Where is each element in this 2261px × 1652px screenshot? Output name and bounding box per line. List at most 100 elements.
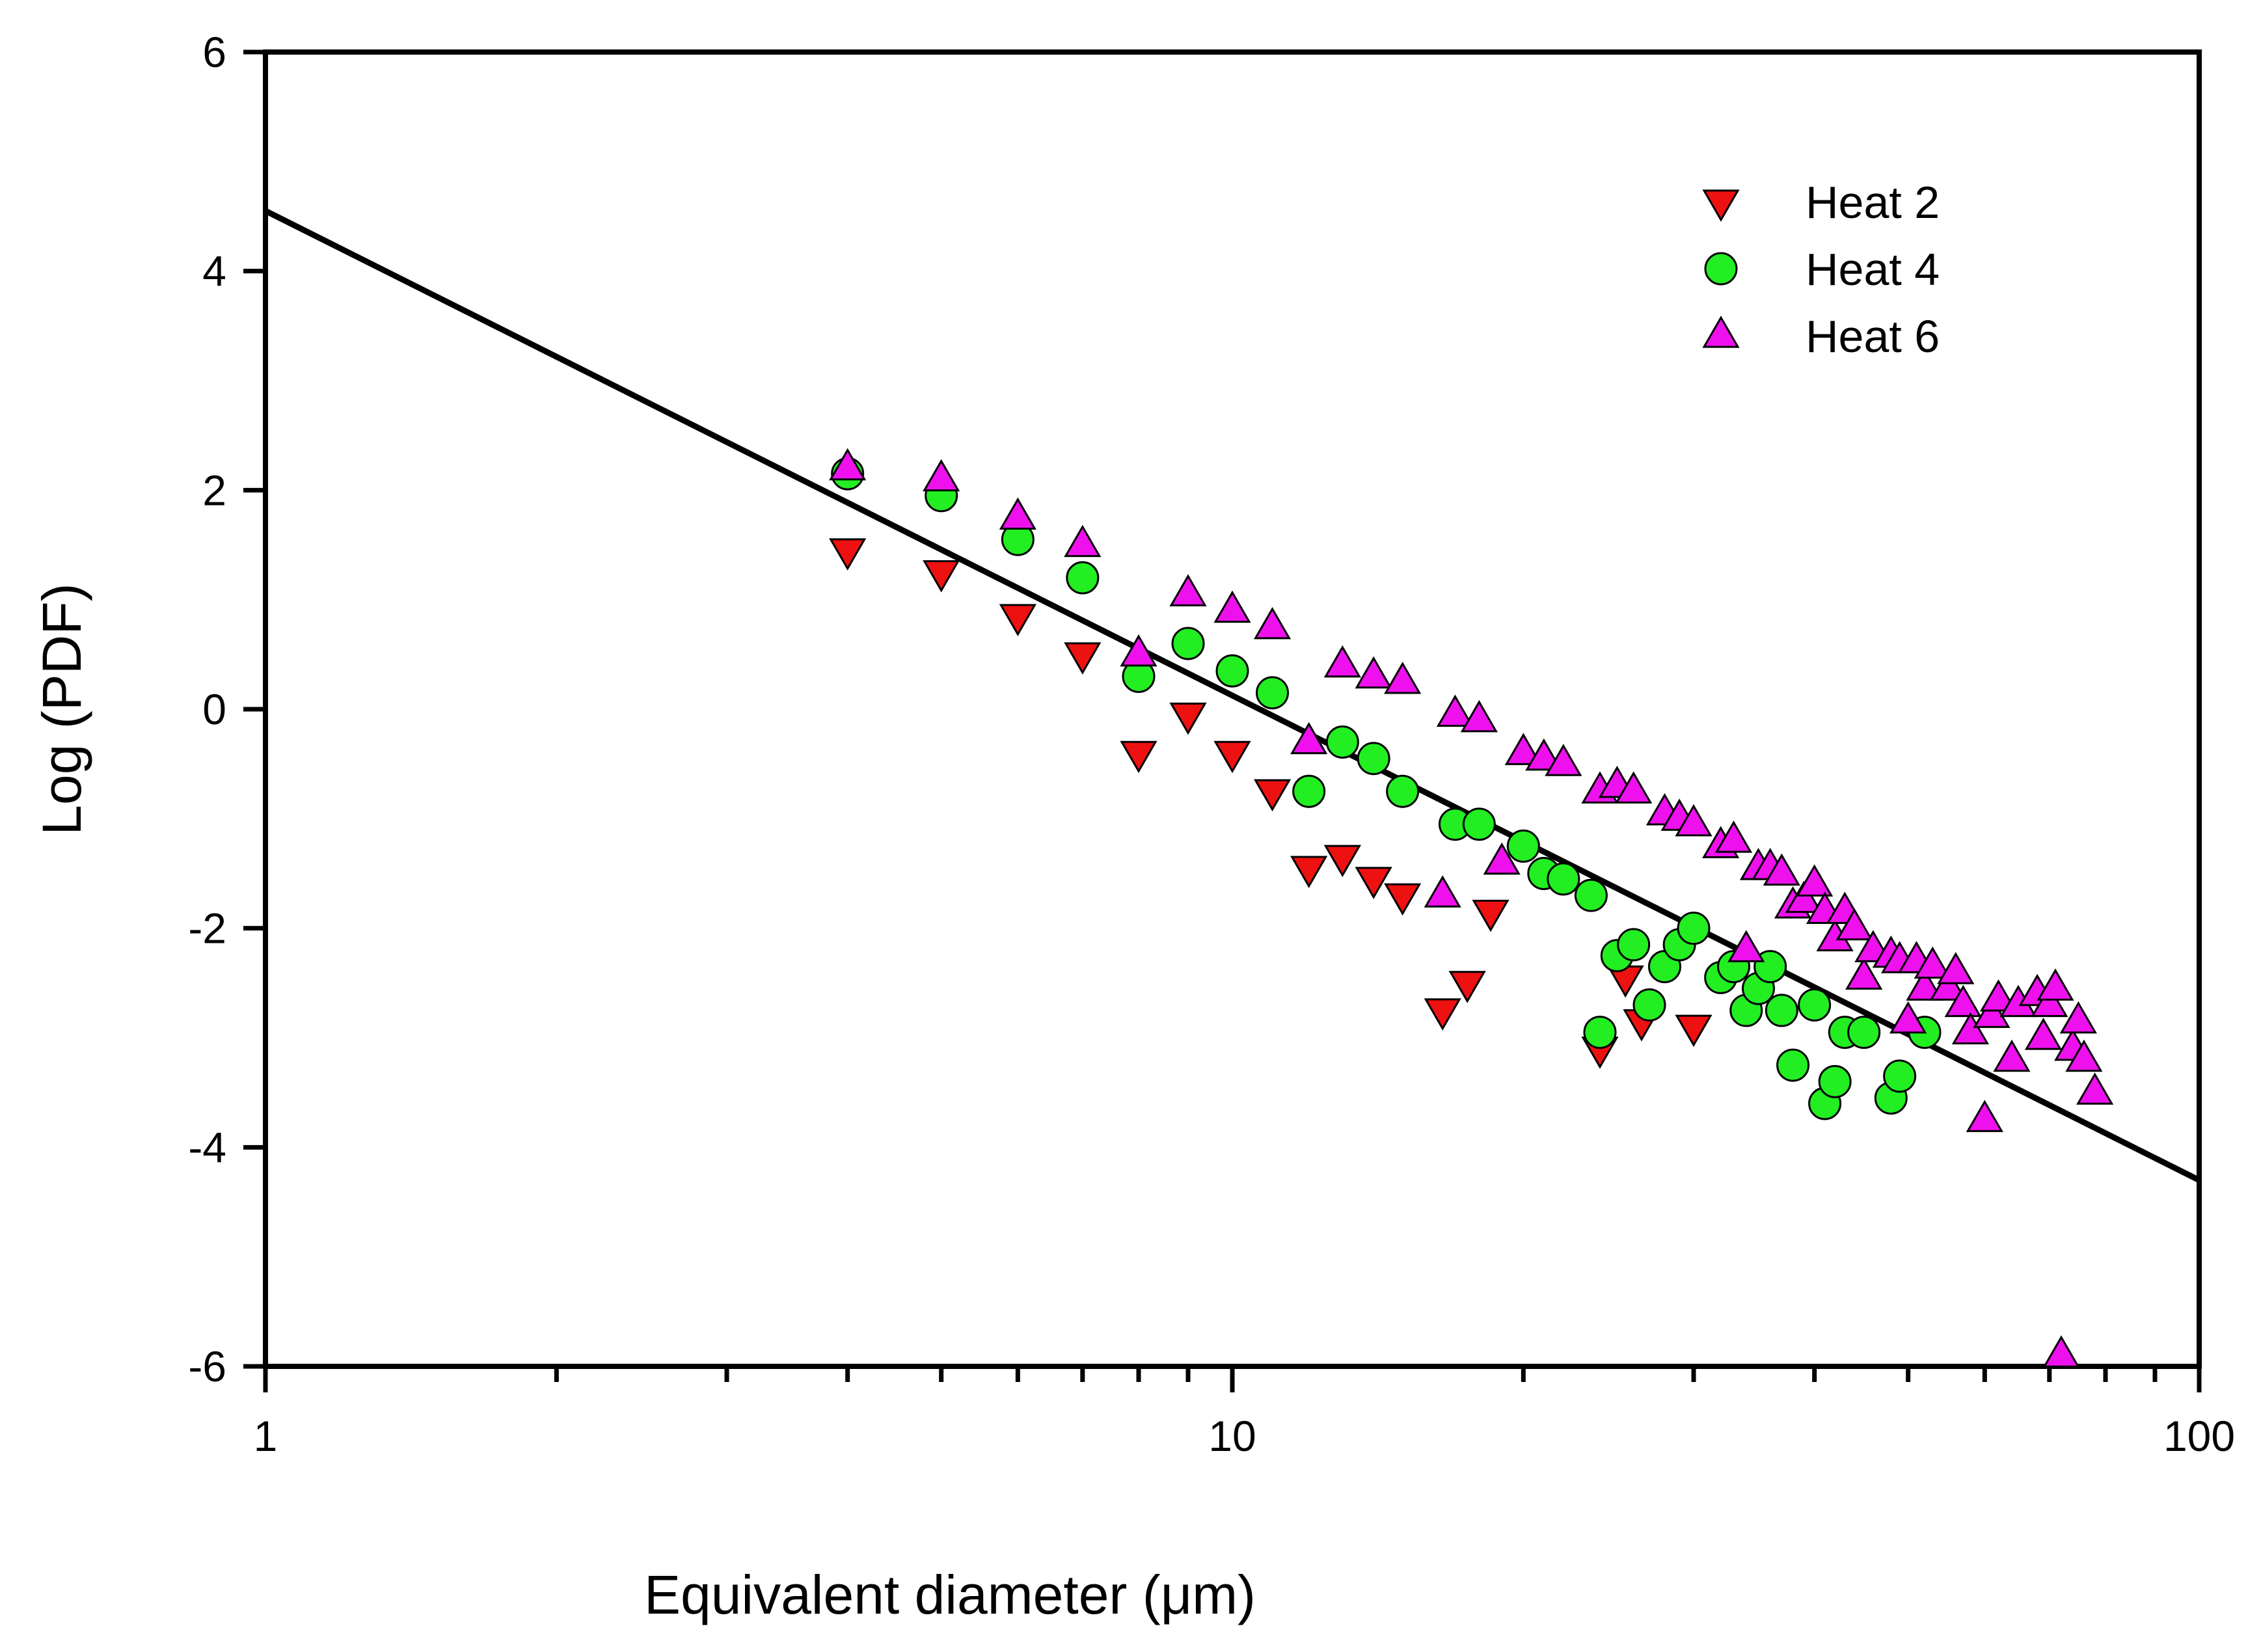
y-tick-label: 4 bbox=[202, 247, 226, 295]
legend-label-heat-2: Heat 2 bbox=[1806, 177, 1940, 228]
heat-4-point bbox=[1847, 1016, 1881, 1049]
x-tick-label: 100 bbox=[2163, 1412, 2235, 1460]
heat-6-point bbox=[2059, 1001, 2097, 1034]
heat-4-point bbox=[1386, 774, 1420, 808]
heat-6-point bbox=[1914, 946, 1951, 979]
fit-line-layer bbox=[264, 208, 2201, 1183]
heat-6-point bbox=[923, 459, 960, 492]
heat-6-point bbox=[2037, 968, 2074, 1001]
heat-2-point bbox=[999, 604, 1036, 636]
fit-line bbox=[264, 208, 2201, 1183]
heat-6-point bbox=[2042, 1335, 2080, 1368]
heat-6-point bbox=[1064, 524, 1102, 558]
heat-6-point bbox=[2065, 1039, 2103, 1072]
heat-2-point bbox=[1169, 702, 1207, 735]
heat-6-point bbox=[999, 497, 1036, 530]
heat-2-point bbox=[1064, 642, 1102, 675]
heat-2-point bbox=[1448, 971, 1486, 1003]
heat-2-point bbox=[1675, 1014, 1713, 1048]
heat-4-point bbox=[1171, 627, 1205, 660]
legend: Heat 2 Heat 4 Heat 6 bbox=[1702, 177, 1940, 362]
heat-6-point bbox=[1120, 634, 1158, 667]
x-tick-label: 10 bbox=[1208, 1412, 1256, 1460]
axes: 6 4 2 0 -2 -4 -6 1 10 100 bbox=[188, 28, 2235, 1460]
heat-4-point bbox=[1292, 774, 1326, 808]
heat-4-point bbox=[1066, 561, 1100, 595]
heat-2-point bbox=[1120, 740, 1158, 774]
heat-2-point bbox=[1323, 845, 1361, 878]
heat-6-point bbox=[1436, 694, 1474, 727]
legend-marker-heat-6 bbox=[1702, 316, 1740, 348]
legend-label-heat-6: Heat 6 bbox=[1806, 311, 1940, 362]
heat-6-point bbox=[2024, 1018, 2063, 1050]
legend-marker-heat-4 bbox=[1704, 252, 1738, 286]
heat-2-point bbox=[923, 560, 960, 593]
heat-2-point bbox=[1424, 998, 1461, 1031]
series-heat-6 bbox=[829, 448, 2114, 1368]
heat-6-point bbox=[2031, 984, 2068, 1018]
heat-2-point bbox=[829, 538, 867, 571]
heat-6-point bbox=[829, 448, 867, 481]
heat-4-point bbox=[1325, 725, 1359, 759]
heat-6-point bbox=[1845, 957, 1883, 990]
heat-6-point bbox=[1424, 875, 1461, 908]
heat-6-point bbox=[1966, 1100, 2003, 1132]
heat-6-point bbox=[1504, 733, 1542, 765]
heat-6-point bbox=[1835, 908, 1873, 941]
heat-4-point bbox=[1776, 1048, 1810, 1082]
heat-4-point bbox=[1677, 912, 1711, 945]
heat-6-point bbox=[1889, 1001, 1927, 1034]
heat-6-point bbox=[1545, 744, 1582, 776]
heat-6-point bbox=[1979, 979, 2018, 1012]
series-heat-4 bbox=[831, 457, 1942, 1120]
y-tick-label: 2 bbox=[202, 466, 226, 514]
heat-4-point bbox=[1574, 878, 1608, 912]
heat-2-point bbox=[1290, 856, 1328, 888]
heat-4-point bbox=[1462, 807, 1496, 841]
heat-6-point bbox=[1785, 880, 1822, 914]
heat-6-point bbox=[1323, 645, 1361, 678]
y-tick-label: -4 bbox=[188, 1123, 226, 1171]
heat-6-point bbox=[1763, 853, 1800, 886]
heat-6-point bbox=[1951, 1012, 1990, 1045]
heat-6-point bbox=[1213, 590, 1251, 623]
heat-4-point bbox=[1506, 829, 1540, 863]
y-tick-label: 6 bbox=[202, 28, 226, 76]
heat-4-point bbox=[1215, 654, 1249, 688]
heat-2-point bbox=[1384, 883, 1422, 916]
heat-2-point bbox=[1472, 899, 1510, 932]
heat-2-point bbox=[1213, 740, 1251, 774]
heat-6-point bbox=[1727, 930, 1765, 962]
y-axis-title: Log (PDF) bbox=[31, 583, 92, 835]
heat-6-point bbox=[1993, 1039, 2031, 1072]
heat-6-point bbox=[1483, 842, 1521, 875]
heat-6-point bbox=[1937, 952, 1975, 984]
y-tick-label: -6 bbox=[188, 1342, 226, 1390]
heat-6-point bbox=[1253, 606, 1292, 640]
heat-4-point bbox=[1617, 928, 1651, 962]
legend-label-heat-4: Heat 4 bbox=[1806, 244, 1940, 295]
heat-4-point bbox=[1765, 994, 1798, 1027]
heat-6-point bbox=[1906, 968, 1943, 1001]
heat-2-point bbox=[1355, 867, 1392, 899]
heat-6-point bbox=[1460, 699, 1498, 733]
heat-6-point bbox=[1929, 968, 1967, 1001]
heat-6-point bbox=[1525, 738, 1563, 771]
heat-6-point bbox=[1714, 820, 1753, 853]
heat-6-point bbox=[1615, 771, 1653, 804]
heat-6-point bbox=[1944, 984, 1982, 1018]
heat-4-point bbox=[1357, 742, 1390, 776]
heat-6-point bbox=[1290, 722, 1328, 755]
heat-4-point bbox=[1883, 1059, 1917, 1093]
heat-6-point bbox=[1675, 804, 1713, 837]
x-tick-label: 1 bbox=[254, 1412, 278, 1460]
y-tick-label: 0 bbox=[202, 685, 226, 733]
heat-6-point bbox=[1973, 995, 2011, 1028]
data-points bbox=[829, 448, 2114, 1368]
heat-4-point bbox=[1818, 1064, 1852, 1098]
y-tick-label: -2 bbox=[188, 904, 226, 953]
heat-4-point bbox=[1632, 988, 1666, 1022]
x-axis-title: Equivalent diameter (μm) bbox=[644, 1564, 1256, 1625]
heat-6-point bbox=[1355, 656, 1392, 689]
